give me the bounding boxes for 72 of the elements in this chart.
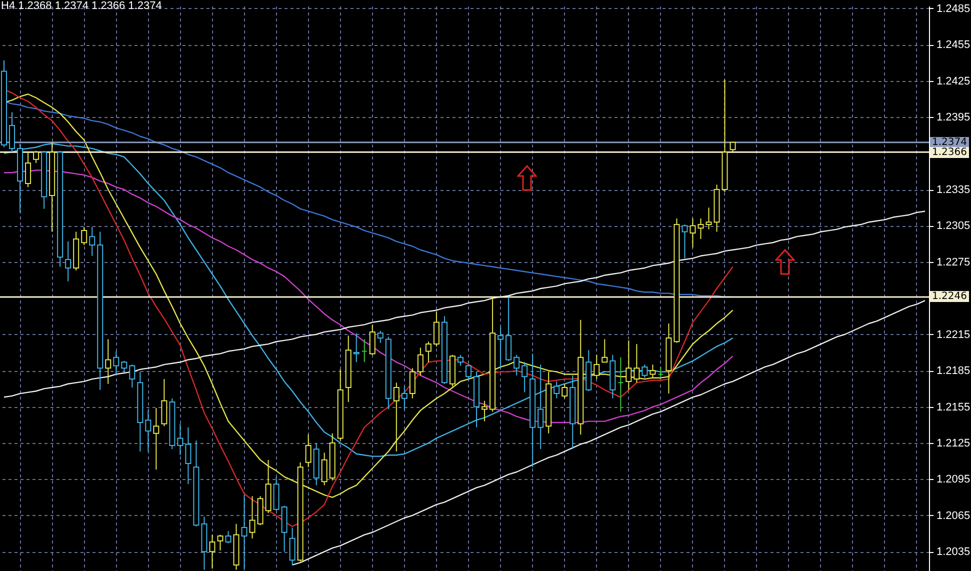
- candlestick: [369, 324, 376, 356]
- candlestick: [698, 218, 704, 240]
- candlestick: [433, 310, 440, 347]
- ref-line-label: 1.2374: [930, 136, 969, 148]
- candlestick: [153, 408, 160, 470]
- candlestick: [305, 434, 312, 468]
- candlestick: [81, 226, 88, 246]
- ref-line-label: 1.2246: [930, 291, 969, 302]
- candlestick: [690, 218, 696, 248]
- chart-title: H4 1.2368 1.2374 1.2366 1.2374: [1, 0, 162, 12]
- candlestick: [129, 364, 136, 388]
- candlestick: [457, 354, 464, 366]
- candlestick: [33, 150, 40, 164]
- candlestick: [658, 366, 664, 378]
- candlestick: [522, 362, 528, 393]
- candlestick: [482, 400, 488, 422]
- ref-line-label: 1.2366: [930, 146, 969, 158]
- candlestick: [554, 380, 560, 399]
- candlestick: [425, 341, 432, 363]
- candlestick: [682, 224, 688, 259]
- candlestick: [217, 534, 224, 551]
- candlestick: [602, 338, 608, 363]
- line-series: [292, 300, 926, 566]
- candlestick: [161, 378, 168, 427]
- candlestick: [289, 527, 296, 566]
- y-tick-label: 1.2125: [936, 438, 970, 450]
- candlestick: [249, 496, 256, 539]
- y-tick-label: 1.2275: [936, 256, 970, 268]
- candlestick: [634, 344, 640, 384]
- y-tick-label: 1.2335: [936, 184, 970, 196]
- candlestick: [498, 326, 504, 369]
- candlestick: [377, 330, 384, 344]
- candlestick: [185, 426, 192, 485]
- candlestick: [225, 530, 232, 544]
- candlestick: [401, 386, 408, 410]
- candlestick: [650, 364, 656, 378]
- candlestick: [466, 364, 472, 381]
- candlestick: [730, 142, 736, 153]
- candlestick: [417, 347, 424, 376]
- candlestick: [121, 360, 128, 372]
- candlestick: [65, 240, 72, 282]
- candlestick: [105, 338, 112, 384]
- y-tick-label: 1.2455: [936, 39, 970, 52]
- candlestick: [538, 364, 544, 450]
- candlestick: [393, 382, 400, 452]
- candlestick: [113, 350, 120, 376]
- candlestick: [89, 226, 96, 256]
- y-tick-label: 1.2425: [936, 75, 970, 88]
- candlestick: [594, 354, 600, 380]
- y-tick-label: 1.2485: [936, 2, 970, 15]
- candlestick: [25, 152, 32, 188]
- y-tick-label: 1.2065: [936, 510, 970, 522]
- y-tick-label: 1.2035: [936, 546, 970, 558]
- y-tick-label: 1.2155: [936, 401, 970, 414]
- candlestick: [321, 452, 328, 486]
- candlestick: [177, 423, 184, 456]
- candlestick: [562, 383, 568, 399]
- candlestick: [409, 368, 416, 399]
- candlestick: [361, 338, 368, 363]
- line-series: [3, 210, 926, 398]
- y-tick-label: 1.2215: [936, 328, 970, 341]
- y-tick-label: 1.2305: [936, 220, 970, 232]
- y-tick-label: 1.2395: [936, 112, 970, 124]
- candlestick: [706, 207, 712, 230]
- y-tick-label: 1.2185: [936, 365, 970, 378]
- candlestick: [145, 410, 152, 452]
- y-tick-label: 1.2095: [936, 474, 970, 486]
- candlestick: [626, 340, 632, 390]
- candlestick: [514, 354, 520, 376]
- candlestick: [353, 332, 360, 363]
- candlestick: [642, 364, 648, 378]
- candlestick: [618, 356, 624, 412]
